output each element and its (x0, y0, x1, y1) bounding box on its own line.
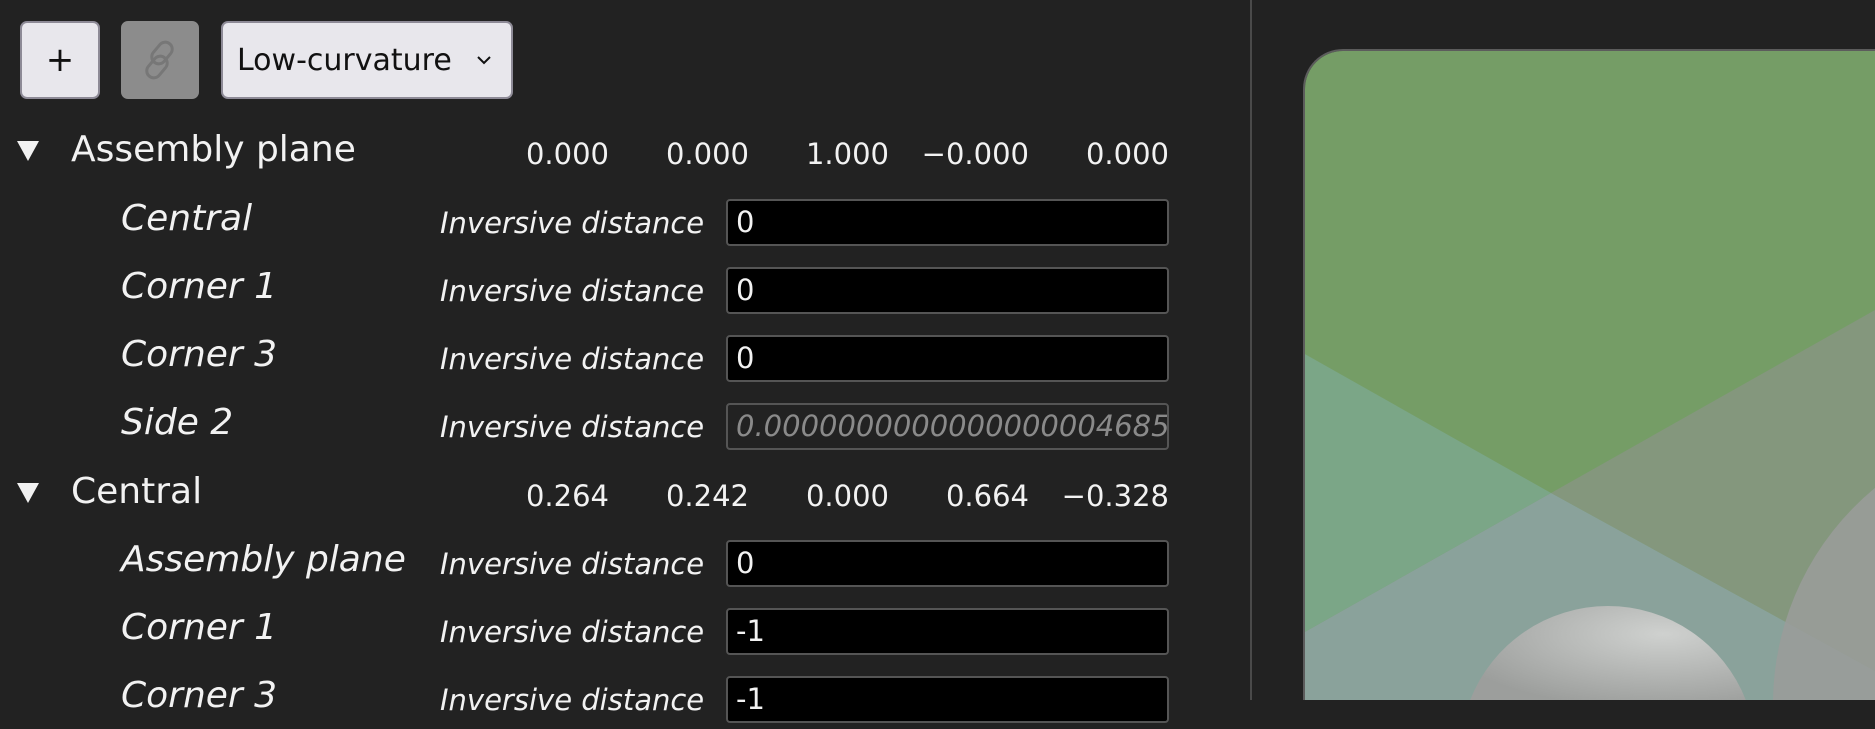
assembly-select[interactable]: Low-curvature (221, 21, 513, 99)
panel-resize-handle[interactable] (1250, 0, 1252, 700)
collapse-triangle-icon[interactable] (17, 483, 39, 503)
link-icon (145, 40, 174, 80)
constraint-row: Assembly plane Inversive distance 0 (0, 533, 1180, 593)
coord-value: 0.000 (1085, 137, 1169, 171)
constraint-kind: Inversive distance (440, 274, 705, 308)
plane-region (1305, 493, 1875, 700)
element-label: Central (71, 471, 203, 512)
constraint-row: Corner 3 Inversive distance -1 (0, 669, 1180, 729)
coord-value: −0.000 (921, 137, 1029, 171)
constraint-element: Side 2 (121, 402, 234, 443)
coord-value: 0.242 (665, 479, 749, 513)
collapse-triangle-icon[interactable] (17, 141, 39, 161)
element-row-central[interactable]: Central 0.264 0.242 0.000 0.664 −0.328 (0, 465, 1180, 525)
constraint-element: Corner 1 (121, 607, 278, 648)
constraint-kind: Inversive distance (440, 615, 705, 649)
element-label: Assembly plane (71, 129, 356, 170)
viewport-scene (1305, 51, 1875, 700)
element-row-assembly-plane[interactable]: Assembly plane 0.000 0.000 1.000 −0.000 … (0, 123, 1180, 183)
add-element-button[interactable]: + (20, 21, 100, 99)
constraint-value-input[interactable]: 0.00000000000000000046853 (726, 403, 1169, 450)
constraint-row: Corner 1 Inversive distance 0 (0, 260, 1180, 320)
constraint-kind: Inversive distance (440, 683, 705, 717)
constraint-kind: Inversive distance (440, 410, 705, 444)
constraint-row: Corner 3 Inversive distance 0 (0, 328, 1180, 388)
sphere (1773, 487, 1875, 700)
constraint-row: Central Inversive distance 0 (0, 192, 1180, 252)
assembly-select-value: Low-curvature (237, 42, 452, 78)
sphere (1470, 605, 1746, 700)
plane-region (1551, 310, 1875, 671)
constraint-kind: Inversive distance (440, 547, 705, 581)
coord-value: −0.328 (1061, 479, 1169, 513)
outline-panel: + Low-curvature Assembly plane 0.000 0.0… (0, 21, 1180, 723)
constraint-value-input[interactable]: 0 (726, 267, 1169, 314)
constraint-row: Side 2 Inversive distance 0.000000000000… (0, 396, 1180, 456)
constraint-kind: Inversive distance (440, 206, 705, 240)
plane-region (1305, 354, 1551, 632)
constraint-value-input[interactable]: 0 (726, 335, 1169, 382)
constraint-element: Assembly plane (121, 539, 406, 580)
constraint-row: Corner 1 Inversive distance -1 (0, 601, 1180, 661)
constraint-value-input[interactable]: 0 (726, 199, 1169, 246)
coord-value: 0.664 (945, 479, 1029, 513)
coord-value: 0.000 (665, 137, 749, 171)
coord-value: 0.000 (525, 137, 609, 171)
constraint-element: Corner 3 (121, 334, 278, 375)
constraint-element: Corner 3 (121, 675, 278, 716)
constraint-kind: Inversive distance (440, 342, 705, 376)
coord-value: 1.000 (805, 137, 889, 171)
constraint-value-input[interactable]: 0 (726, 540, 1169, 587)
chevron-down-icon (477, 56, 491, 65)
constraint-element: Corner 1 (121, 266, 278, 307)
coord-value: 0.264 (525, 479, 609, 513)
constraint-element: Central (121, 198, 253, 239)
constraint-value-input[interactable]: -1 (726, 608, 1169, 655)
add-constraint-button[interactable] (121, 21, 199, 99)
3d-viewport[interactable] (1303, 49, 1875, 700)
coord-value: 0.000 (805, 479, 889, 513)
